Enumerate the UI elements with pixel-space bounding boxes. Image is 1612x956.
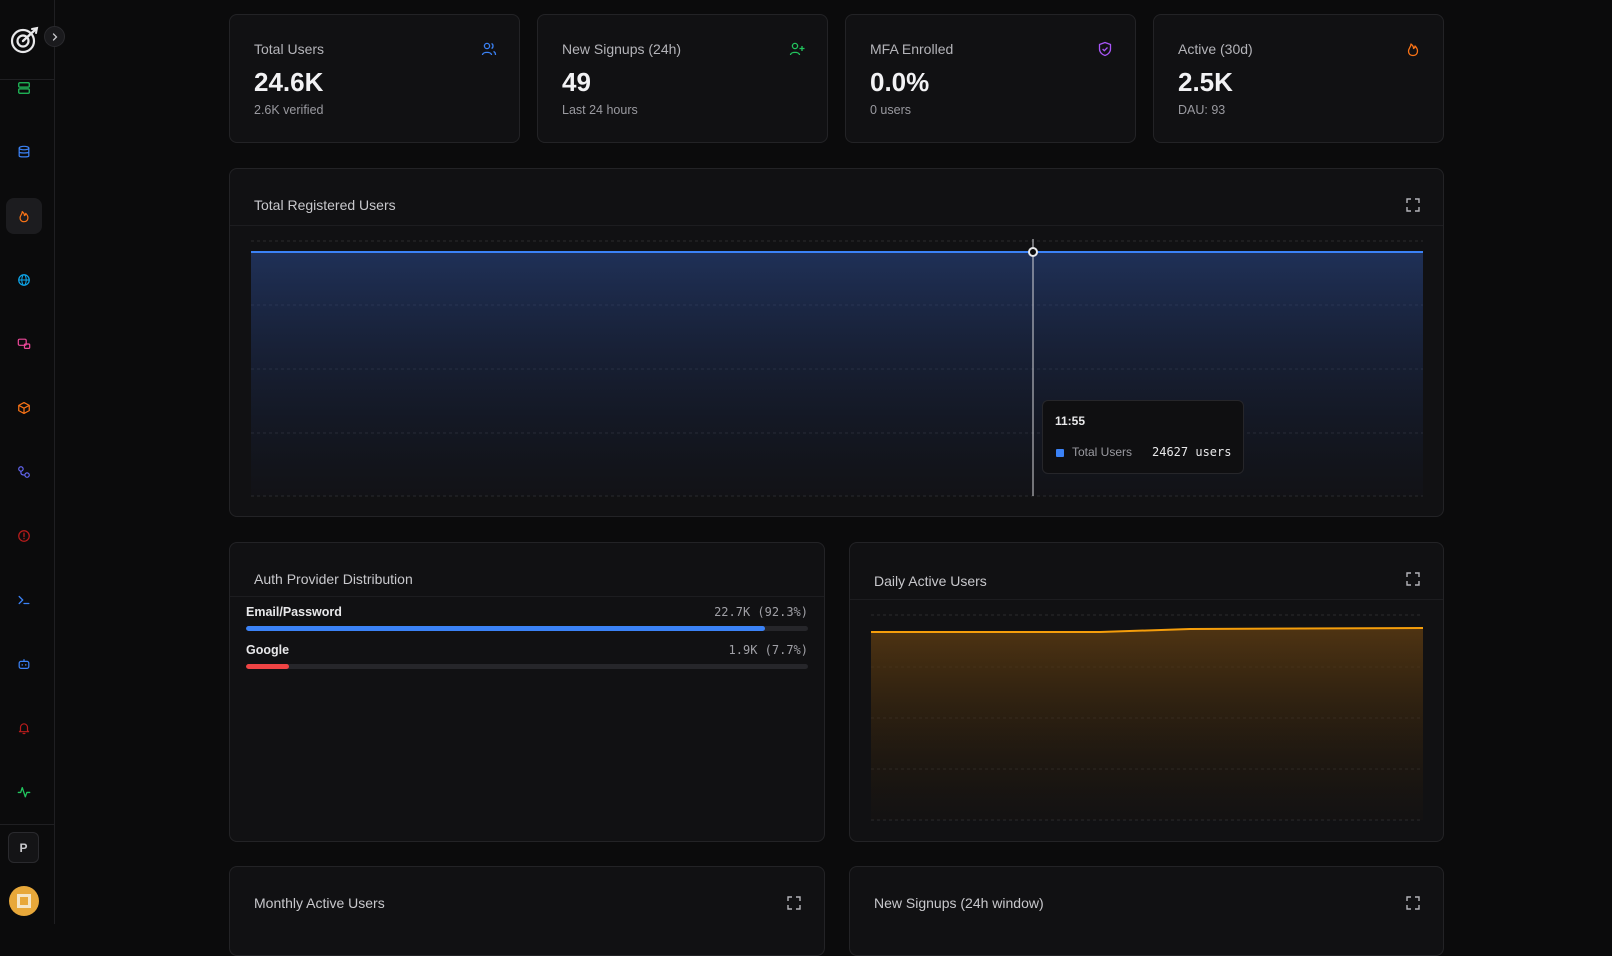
stat-value: 49 (562, 67, 591, 97)
database-icon (18, 145, 30, 158)
sidebar-item-alerts[interactable] (6, 710, 42, 746)
stat-title: Total Users (254, 41, 325, 57)
stat-subtitle: 2.6K verified (254, 103, 324, 117)
provider-bar-track (246, 626, 808, 631)
stat-subtitle: Last 24 hours (562, 103, 638, 117)
sidebar-item-issues[interactable] (6, 518, 42, 554)
stat-title: Active (30d) (1178, 41, 1253, 57)
bell-icon (18, 723, 30, 735)
alert-circle-icon (18, 530, 30, 542)
stat-title: New Signups (24h) (562, 41, 682, 57)
sidebar-item-workflow[interactable] (6, 454, 42, 490)
panel-divider (850, 599, 1443, 600)
globe-icon (18, 274, 30, 286)
sidebar-item-terminal[interactable] (6, 582, 42, 618)
user-plus-icon (789, 42, 805, 56)
sidebar-item-bot[interactable] (6, 646, 42, 682)
total-registered-users-panel: Total Registered Users (229, 168, 1444, 517)
chevron-right-icon (52, 32, 57, 41)
provider-stat: 1.9K (7.7%) (728, 643, 808, 657)
users-icon (481, 42, 497, 56)
maximize-icon[interactable] (1405, 197, 1421, 213)
sidebar-item-globe[interactable] (6, 262, 42, 298)
stat-title: MFA Enrolled (870, 41, 954, 57)
chart-tooltip: 11:55 Total Users 24627 users (1042, 400, 1244, 474)
sidebar-item-messages[interactable] (6, 326, 42, 362)
auth-provider-panel: Auth Provider Distribution Email/Passwor… (229, 542, 825, 842)
stat-value: 24.6K (254, 67, 324, 97)
sidebar-divider (0, 79, 55, 80)
maximize-icon[interactable] (1405, 571, 1421, 587)
sidebar-item-database[interactable] (6, 134, 42, 170)
panel-title: Total Registered Users (254, 197, 396, 213)
stat-subtitle: 0 users (870, 103, 911, 117)
provider-stat: 22.7K (92.3%) (714, 605, 808, 619)
tooltip-value: 24627 users (1152, 445, 1232, 459)
sidebar-expand-button[interactable] (44, 26, 65, 47)
sidebar-item-server[interactable] (6, 70, 42, 106)
maximize-icon[interactable] (1405, 895, 1421, 911)
maximize-icon[interactable] (786, 895, 802, 911)
sidebar: P (0, 0, 65, 924)
stat-card-mfa-enrolled: MFA Enrolled 0.0% 0 users (845, 14, 1136, 143)
avatar[interactable] (9, 886, 39, 916)
provider-bar-fill (246, 664, 290, 669)
sidebar-item-activity[interactable] (6, 774, 42, 810)
area-fill (871, 628, 1423, 820)
stat-value: 2.5K (1178, 67, 1233, 97)
workflow-icon (18, 466, 30, 478)
flame-icon (19, 211, 29, 223)
series-line (871, 627, 1424, 633)
hover-point (1028, 247, 1038, 257)
provider-bar-fill (246, 626, 765, 631)
tooltip-swatch (1056, 449, 1064, 457)
messages-icon (17, 338, 31, 349)
sidebar-item-package[interactable] (6, 390, 42, 426)
project-switcher[interactable]: P (8, 832, 39, 863)
panel-divider (230, 225, 1443, 226)
sidebar-item-auth[interactable] (6, 198, 42, 234)
stat-value: 0.0% (870, 67, 930, 97)
daily-active-chart[interactable] (850, 543, 1445, 843)
stat-card-total-users: Total Users 24.6K 2.6K verified (229, 14, 520, 143)
provider-name: Google (246, 643, 290, 657)
area-fill (251, 252, 1423, 496)
provider-name: Email/Password (246, 605, 342, 619)
panel-title: New Signups (24h window) (874, 895, 1044, 911)
activity-icon (17, 786, 31, 798)
package-icon (18, 401, 30, 415)
daily-active-users-panel: Daily Active Users (849, 542, 1444, 842)
stat-subtitle: DAU: 93 (1178, 103, 1226, 117)
panel-title: Auth Provider Distribution (254, 571, 413, 587)
flame-icon (1407, 43, 1419, 57)
tooltip-series-label: Total Users (1072, 445, 1133, 459)
monthly-active-users-panel: Monthly Active Users (229, 866, 825, 956)
terminal-icon (18, 595, 30, 605)
provider-bar-track (246, 664, 808, 669)
avatar-image (17, 894, 31, 908)
bot-icon (18, 659, 30, 669)
sidebar-divider (0, 824, 55, 825)
stat-card-new-signups: New Signups (24h) 49 Last 24 hours (537, 14, 828, 143)
panel-divider (230, 596, 824, 597)
panel-title: Daily Active Users (874, 573, 987, 589)
server-icon (18, 82, 30, 94)
stat-card-active-30d: Active (30d) 2.5K DAU: 93 (1153, 14, 1444, 143)
total-users-chart[interactable] (230, 169, 1445, 518)
panel-title: Monthly Active Users (254, 895, 385, 911)
app-logo-icon[interactable] (8, 24, 40, 56)
new-signups-window-panel: New Signups (24h window) (849, 866, 1444, 956)
shield-check-icon (1098, 41, 1112, 57)
tooltip-time: 11:55 (1055, 414, 1086, 428)
